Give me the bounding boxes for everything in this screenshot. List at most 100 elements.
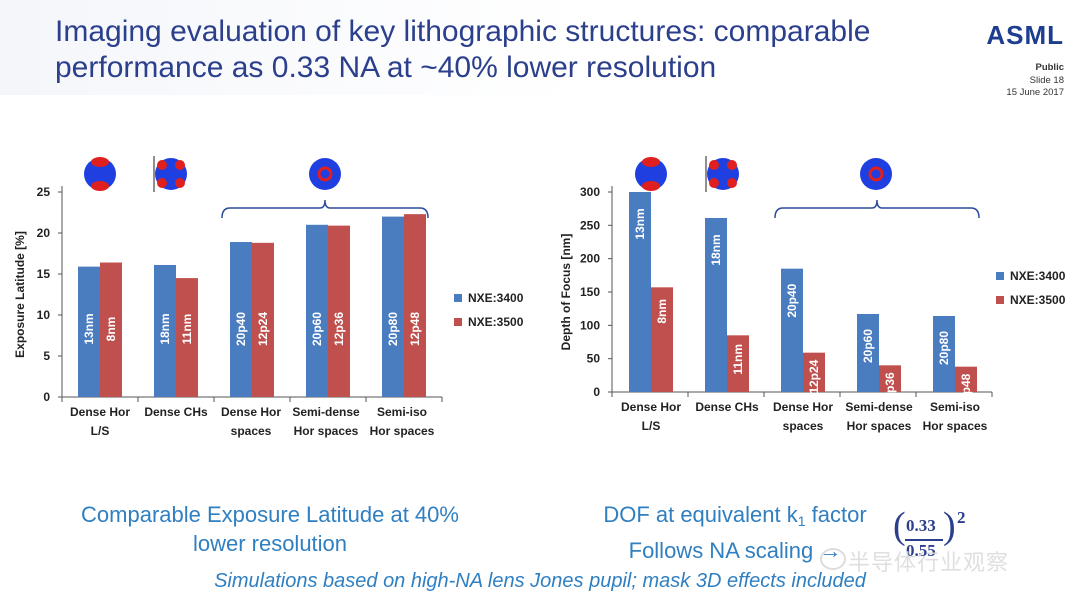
bar-nxe3400 <box>857 314 879 392</box>
legend-swatch <box>996 272 1004 280</box>
bar-nxe3500 <box>803 352 825 392</box>
pole-icon <box>727 160 737 170</box>
caption-left: Comparable Exposure Latitude at 40% lowe… <box>55 500 485 558</box>
category-label: L/S <box>91 424 110 438</box>
caption-right-subscript: 1 <box>797 513 806 529</box>
category-label: Semi-dense <box>845 400 913 414</box>
y-tick-label: 20 <box>37 226 51 240</box>
category-label: Hor spaces <box>847 419 912 433</box>
slide-title: Imaging evaluation of key lithographic s… <box>55 15 871 84</box>
bar-data-label: 12p24 <box>807 359 821 393</box>
y-tick-label: 5 <box>43 349 50 363</box>
category-label: L/S <box>642 419 661 433</box>
category-label: Dense CHs <box>695 400 759 414</box>
bar-nxe3500 <box>955 366 977 392</box>
watermark-text: 半导体行业观察 <box>848 550 1010 575</box>
bar-data-label: 12p24 <box>256 312 270 346</box>
formula-exponent: 2 <box>957 508 966 527</box>
category-label: Semi-dense <box>292 405 360 419</box>
y-tick-label: 200 <box>580 252 600 266</box>
bar-data-label: 8nm <box>104 317 118 342</box>
legend-label: NXE:3500 <box>468 315 524 329</box>
caption-right-text-b: factor <box>805 502 867 527</box>
bar-nxe3400 <box>933 316 955 392</box>
bar-data-label: 20p80 <box>386 312 400 346</box>
bar-nxe3500 <box>651 287 673 392</box>
y-tick-label: 15 <box>37 267 51 281</box>
pupil-icon <box>635 158 667 190</box>
annular-icon <box>868 166 884 182</box>
pole-icon <box>709 178 719 188</box>
legend-swatch <box>454 318 462 326</box>
category-label: spaces <box>231 424 272 438</box>
bar-data-label: 13nm <box>82 313 96 344</box>
pole-icon <box>709 160 719 170</box>
pole-icon <box>175 160 185 170</box>
bar-nxe3400 <box>629 192 651 392</box>
bar-nxe3500 <box>879 365 901 392</box>
pole-icon <box>642 157 660 167</box>
bar-data-label: 8nm <box>655 299 669 324</box>
caption-right-line1: DOF at equivalent k1 factor <box>585 500 885 536</box>
bar-data-label: 12p36 <box>883 372 897 406</box>
y-tick-label: 250 <box>580 218 600 232</box>
legend-label: NXE:3400 <box>468 291 524 305</box>
caption-right: DOF at equivalent k1 factor Follows NA s… <box>585 500 885 565</box>
legend-label: NXE:3500 <box>1010 293 1066 307</box>
y-tick-label: 0 <box>593 385 600 399</box>
pupil-icon <box>84 158 116 190</box>
category-label: spaces <box>783 419 824 433</box>
pupil-icon <box>309 158 341 190</box>
caption-right-text-a: DOF at equivalent k <box>603 502 798 527</box>
bar-data-label: 12p36 <box>332 312 346 346</box>
pole-icon <box>175 178 185 188</box>
bar-nxe3500 <box>328 225 350 397</box>
bar-nxe3400 <box>306 224 328 397</box>
formula-right-paren: ) <box>943 505 956 547</box>
bracket <box>774 199 980 219</box>
wechat-icon <box>820 548 846 570</box>
footnote: Simulations based on high-NA lens Jones … <box>214 570 866 592</box>
y-axis-label: Exposure Latitude [%] <box>13 231 27 358</box>
y-tick-label: 150 <box>580 285 600 299</box>
bar-nxe3500 <box>727 335 749 392</box>
bracket <box>221 199 429 219</box>
slide-number: Slide 18 <box>1029 74 1064 86</box>
caption-left-line1: Comparable Exposure Latitude at 40% <box>81 502 459 527</box>
y-tick-label: 100 <box>580 318 600 332</box>
pole-icon <box>727 178 737 188</box>
pole-icon <box>157 178 167 188</box>
bar-nxe3400 <box>78 266 100 397</box>
bar-data-label: 12p48 <box>959 373 973 407</box>
title-background <box>0 0 970 95</box>
bar-data-label: 20p40 <box>234 312 248 346</box>
bar-data-label: 18nm <box>158 313 172 344</box>
category-label: Semi-iso <box>377 405 427 419</box>
bar-nxe3400 <box>781 268 803 392</box>
category-label: Dense Hor <box>773 400 833 414</box>
legend-swatch <box>454 294 462 302</box>
pole-icon <box>91 181 109 191</box>
formula-fraction-bar <box>905 539 943 541</box>
bar-data-label: 18nm <box>709 234 723 265</box>
legend-label: NXE:3400 <box>1010 269 1066 283</box>
bar-data-label: 20p60 <box>310 312 324 346</box>
category-label: Hor spaces <box>923 419 988 433</box>
bar-data-label: 13nm <box>633 208 647 239</box>
y-tick-label: 25 <box>37 185 51 199</box>
caption-right-line2: Follows NA scaling → <box>628 538 842 563</box>
bar-data-label: 11nm <box>180 314 194 345</box>
category-label: Dense Hor <box>621 400 681 414</box>
category-label: Hor spaces <box>294 424 359 438</box>
caption-left-line2: lower resolution <box>192 531 348 556</box>
bar-nxe3400 <box>230 242 252 397</box>
y-tick-label: 0 <box>43 390 50 404</box>
slide-meta: Public Slide 18 15 June 2017 <box>1006 62 1064 100</box>
pole-icon <box>642 181 660 191</box>
y-tick-label: 50 <box>587 352 601 366</box>
legend-swatch <box>996 296 1004 304</box>
category-label: Semi-iso <box>930 400 980 414</box>
asml-logo: ASML <box>986 20 1064 50</box>
bar-nxe3500 <box>176 278 198 397</box>
